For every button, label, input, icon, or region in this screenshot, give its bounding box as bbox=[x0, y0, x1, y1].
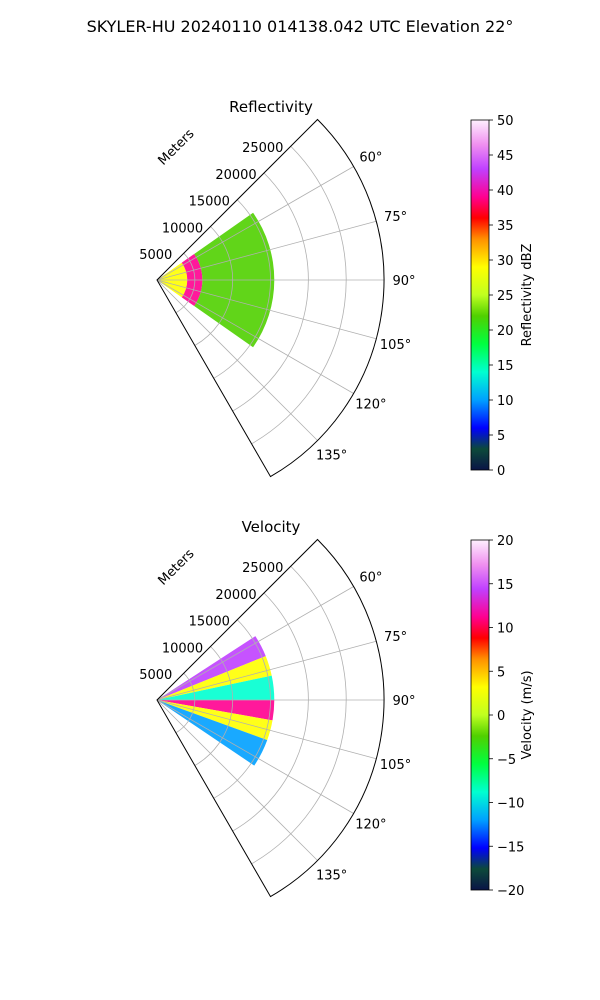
reflectivity-range-tick-label: 15000 bbox=[189, 195, 230, 210]
reflectivity-range-ring-1 bbox=[194, 226, 234, 346]
reflectivity-panel: 60° 75° 90° 105° 120° 135° 5000 10000 15000 20000… bbox=[139, 98, 535, 479]
reflectivity-azimuth-tick-label: 75° bbox=[384, 210, 407, 225]
reflectivity-colorbar-tick-label: 30 bbox=[497, 254, 514, 269]
velocity-azimuth-tick-label: 90° bbox=[392, 694, 415, 709]
velocity-panel: 60° 75° 90° 105° 120° 135° 5000 10000 15000 20000… bbox=[139, 518, 535, 899]
velocity-range-ring-0 bbox=[175, 672, 196, 734]
reflectivity-range-ring-2 bbox=[213, 199, 271, 379]
velocity-colorbar-tick-label: 15 bbox=[497, 578, 514, 593]
velocity-colorbar-tick-label: 20 bbox=[497, 534, 514, 549]
reflectivity-range-tick-label: 25000 bbox=[242, 141, 283, 156]
velocity-data-wedge-4 bbox=[157, 700, 273, 741]
velocity-range-tick-label: 25000 bbox=[242, 561, 283, 576]
velocity-data-wedge-2 bbox=[157, 675, 275, 700]
reflectivity-azimuth-tick-label: 105° bbox=[380, 338, 411, 353]
reflectivity-colorbar-tick-label: 10 bbox=[497, 394, 514, 409]
velocity-azimuth-spoke-1 bbox=[156, 640, 377, 701]
velocity-azimuth-tick-label: 75° bbox=[384, 630, 407, 645]
reflectivity-azimuth-tick-label: 135° bbox=[316, 449, 347, 464]
velocity-colorbar-tick-label: −5 bbox=[497, 753, 516, 768]
reflectivity-azimuth-spoke-5 bbox=[156, 279, 318, 441]
reflectivity-colorbar bbox=[470, 119, 490, 471]
velocity-range-ring-1 bbox=[194, 646, 234, 766]
reflectivity-colorbar-tick-label: 5 bbox=[497, 429, 505, 444]
reflectivity-range-axis-label: Meters bbox=[156, 126, 198, 168]
velocity-azimuth-tick-label: 120° bbox=[355, 818, 386, 833]
reflectivity-azimuth-spoke-1 bbox=[156, 220, 377, 281]
velocity-azimuth-spoke-0 bbox=[156, 586, 354, 701]
reflectivity-range-tick-label: 10000 bbox=[162, 221, 203, 236]
reflectivity-colorbar-tick-label: 25 bbox=[497, 289, 514, 304]
velocity-colorbar-label: Velocity (m/s) bbox=[520, 670, 535, 759]
velocity-range-tick-label: 10000 bbox=[162, 641, 203, 656]
reflectivity-colorbar-tick-label: 20 bbox=[497, 324, 514, 339]
velocity-colorbar-tick-label: −20 bbox=[497, 884, 524, 899]
velocity-azimuth-tick-label: 135° bbox=[316, 869, 347, 884]
reflectivity-range-ring-4 bbox=[251, 145, 347, 445]
velocity-azimuth-spoke-4 bbox=[156, 699, 354, 814]
reflectivity-colorbar-tick-label: 15 bbox=[497, 359, 514, 374]
reflectivity-colorbar-tick-label: 35 bbox=[497, 219, 514, 234]
reflectivity-sector-frame bbox=[156, 118, 385, 478]
reflectivity-colorbar-label: Reflectivity dBZ bbox=[520, 244, 535, 347]
reflectivity-title: Reflectivity bbox=[229, 98, 313, 116]
velocity-colorbar bbox=[470, 539, 490, 891]
reflectivity-azimuth-tick-label: 120° bbox=[355, 398, 386, 413]
reflectivity-colorbar-tick-label: 40 bbox=[497, 184, 514, 199]
velocity-data-wedge-5 bbox=[157, 700, 268, 766]
reflectivity-range-tick-label: 5000 bbox=[139, 248, 172, 263]
reflectivity-azimuth-tick-label: 90° bbox=[392, 274, 415, 289]
reflectivity-azimuth-spoke-0 bbox=[156, 166, 354, 281]
velocity-azimuth-spoke-5 bbox=[156, 699, 318, 861]
velocity-title: Velocity bbox=[242, 518, 301, 536]
reflectivity-azimuth-spoke-3 bbox=[156, 279, 377, 340]
velocity-colorbar-tick-label: 0 bbox=[497, 709, 505, 724]
velocity-colorbar-tick-label: 5 bbox=[497, 665, 505, 680]
reflectivity-azimuth-tick-label: 60° bbox=[359, 151, 382, 166]
velocity-range-tick-label: 15000 bbox=[189, 615, 230, 630]
reflectivity-colorbar-tick-label: 50 bbox=[497, 114, 514, 129]
velocity-colorbar-tick-label: −10 bbox=[497, 797, 524, 812]
reflectivity-azimuth-spoke-4 bbox=[156, 279, 354, 394]
velocity-range-ring-4 bbox=[251, 565, 347, 865]
velocity-range-tick-label: 20000 bbox=[215, 588, 256, 603]
velocity-azimuth-tick-label: 60° bbox=[359, 571, 382, 586]
velocity-range-ring-2 bbox=[213, 619, 271, 799]
velocity-data-wedge-1 bbox=[157, 656, 272, 700]
velocity-range-axis-label: Meters bbox=[156, 546, 198, 588]
figure-suptitle: SKYLER-HU 20240110 014138.042 UTC Elevat… bbox=[87, 17, 514, 36]
velocity-range-tick-label: 5000 bbox=[139, 668, 172, 683]
reflectivity-colorbar-tick-label: 45 bbox=[497, 149, 514, 164]
velocity-sector-frame bbox=[156, 538, 385, 898]
velocity-azimuth-tick-label: 105° bbox=[380, 758, 411, 773]
velocity-colorbar-tick-label: 10 bbox=[497, 622, 514, 637]
reflectivity-range-ring-0 bbox=[175, 252, 196, 314]
velocity-colorbar-tick-label: −15 bbox=[497, 840, 524, 855]
reflectivity-colorbar-tick-label: 0 bbox=[497, 464, 505, 479]
velocity-data-wedge-3 bbox=[157, 700, 275, 721]
velocity-azimuth-spoke-3 bbox=[156, 699, 377, 760]
reflectivity-range-tick-label: 20000 bbox=[215, 168, 256, 183]
